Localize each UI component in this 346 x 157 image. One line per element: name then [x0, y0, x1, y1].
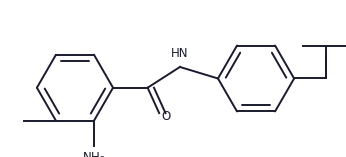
Text: O: O [162, 110, 171, 123]
Text: NH$_2$: NH$_2$ [82, 151, 106, 157]
Text: HN: HN [171, 47, 189, 60]
